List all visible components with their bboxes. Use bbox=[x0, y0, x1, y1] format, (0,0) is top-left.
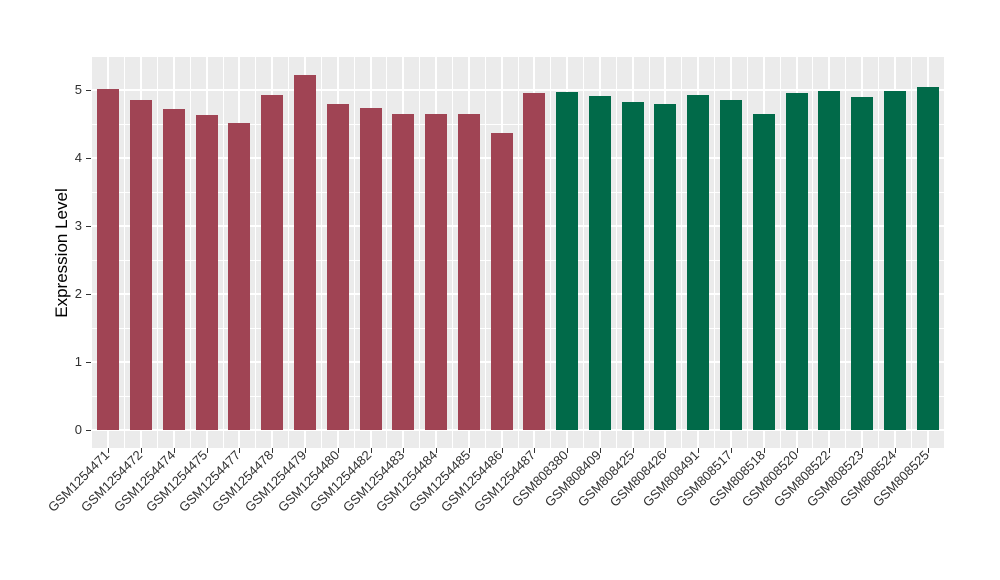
x-tick-mark bbox=[141, 448, 143, 453]
x-tick-mark bbox=[305, 448, 306, 453]
bar-GSM1254485 bbox=[457, 113, 480, 430]
y-tick-label: 4 bbox=[74, 150, 82, 165]
x-tick-mark bbox=[534, 448, 536, 453]
gridline-x-minor bbox=[779, 57, 781, 448]
y-tick-label: 2 bbox=[74, 286, 82, 301]
bar-GSM808523 bbox=[851, 97, 874, 430]
bar-GSM1254471 bbox=[97, 89, 120, 430]
gridline-x-minor bbox=[877, 57, 879, 448]
bar-GSM1254472 bbox=[130, 99, 153, 430]
y-tick-mark bbox=[86, 294, 91, 295]
bar-GSM808491 bbox=[687, 94, 710, 430]
gridline-x-minor bbox=[845, 57, 847, 448]
gridline-x-minor bbox=[484, 57, 486, 448]
bar-GSM808517 bbox=[720, 100, 742, 430]
bar-GSM808520 bbox=[785, 93, 808, 430]
bar-GSM1254474 bbox=[162, 109, 185, 430]
y-tick-mark bbox=[86, 90, 91, 91]
bar-GSM1254480 bbox=[326, 103, 349, 430]
x-tick-mark bbox=[862, 448, 864, 453]
x-tick-mark bbox=[894, 448, 896, 453]
bar-GSM1254487 bbox=[523, 92, 546, 430]
gridline-x-minor bbox=[320, 57, 322, 448]
x-tick-mark bbox=[468, 448, 470, 453]
bar-GSM808426 bbox=[654, 103, 677, 430]
y-tick-mark bbox=[86, 362, 91, 363]
x-tick-mark bbox=[763, 448, 765, 453]
y-tick-label: 5 bbox=[74, 82, 82, 97]
bar-GSM1254479 bbox=[294, 75, 316, 430]
x-tick-mark bbox=[731, 448, 732, 453]
bar-GSM808518 bbox=[752, 114, 775, 430]
bar-GSM808409 bbox=[588, 96, 611, 430]
x-tick-mark bbox=[337, 448, 339, 453]
y-tick-label: 0 bbox=[74, 422, 82, 437]
gridline-x-minor bbox=[812, 57, 814, 448]
x-tick-mark bbox=[206, 448, 208, 453]
plot-panel bbox=[92, 57, 944, 448]
bar-GSM808522 bbox=[818, 90, 841, 430]
gridline-x-minor bbox=[222, 57, 224, 448]
bar-GSM1254486 bbox=[490, 132, 513, 430]
gridline-x-minor bbox=[910, 57, 912, 448]
gridline-x-minor bbox=[124, 57, 126, 448]
gridline-x-minor bbox=[615, 57, 617, 448]
x-tick-mark bbox=[599, 448, 601, 453]
gridline-x-minor bbox=[451, 57, 453, 448]
gridline-x-minor bbox=[189, 57, 191, 448]
x-tick-mark bbox=[436, 448, 438, 453]
bar-GSM1254478 bbox=[261, 95, 284, 430]
gridline-x-minor bbox=[517, 57, 519, 448]
x-tick-mark bbox=[403, 448, 405, 453]
x-tick-mark bbox=[796, 448, 798, 453]
y-tick-mark bbox=[86, 430, 91, 431]
gridline-x-minor bbox=[714, 57, 716, 448]
x-tick-mark bbox=[108, 448, 110, 453]
gridline-x-minor bbox=[648, 57, 650, 448]
gridline-x-minor bbox=[255, 57, 257, 448]
y-tick-label: 3 bbox=[74, 218, 82, 233]
x-tick-mark bbox=[927, 448, 929, 453]
x-tick-mark bbox=[272, 448, 274, 453]
bar-GSM1254483 bbox=[392, 113, 415, 430]
gridline-x-minor bbox=[353, 57, 355, 448]
x-tick-mark bbox=[665, 448, 667, 453]
y-tick-label: 1 bbox=[74, 354, 82, 369]
gridline-x-minor bbox=[583, 57, 585, 448]
x-tick-mark bbox=[567, 448, 569, 453]
gridline-x-minor bbox=[550, 57, 552, 448]
bar-GSM1254475 bbox=[195, 115, 218, 430]
x-tick-mark bbox=[173, 448, 175, 453]
bar-GSM808524 bbox=[883, 91, 906, 430]
x-tick-mark bbox=[239, 448, 241, 453]
x-tick-mark bbox=[698, 448, 700, 453]
gridline-x-minor bbox=[419, 57, 421, 448]
bar-GSM808425 bbox=[621, 102, 644, 430]
bar-GSM1254477 bbox=[228, 123, 251, 430]
gridline-x-minor bbox=[157, 57, 159, 448]
x-tick-mark bbox=[370, 448, 372, 453]
gridline-x-minor bbox=[288, 57, 290, 448]
bar-GSM808525 bbox=[916, 86, 939, 430]
gridline-x-minor bbox=[386, 57, 388, 448]
bar-GSM1254484 bbox=[425, 113, 448, 430]
bar-GSM1254482 bbox=[359, 108, 382, 430]
gridline-x-minor bbox=[746, 57, 748, 448]
y-tick-mark bbox=[86, 158, 91, 159]
y-tick-mark bbox=[86, 226, 91, 227]
x-tick-mark bbox=[632, 448, 634, 453]
gridline-x-minor bbox=[681, 57, 683, 448]
bar-GSM808380 bbox=[556, 92, 579, 430]
x-tick-mark bbox=[829, 448, 831, 453]
x-tick-mark bbox=[501, 448, 503, 453]
